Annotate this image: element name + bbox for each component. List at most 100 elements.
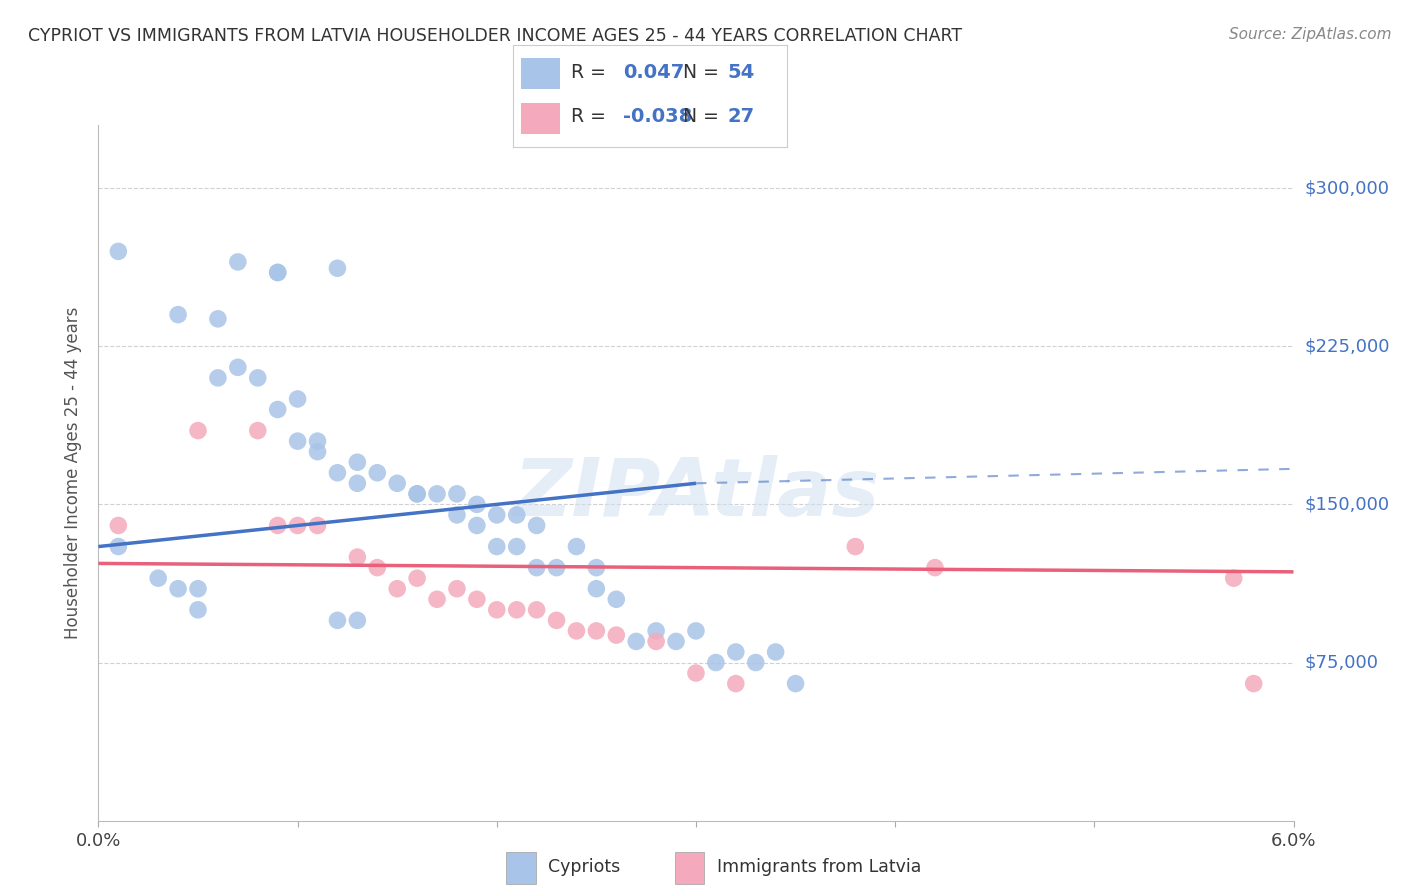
Point <box>187 424 209 438</box>
Text: ZIPAtlas: ZIPAtlas <box>513 455 879 533</box>
Point <box>844 540 866 554</box>
Point <box>585 560 607 574</box>
Point <box>406 487 429 501</box>
Point <box>704 656 727 670</box>
Text: $75,000: $75,000 <box>1305 654 1379 672</box>
Point <box>765 645 787 659</box>
Point <box>107 540 129 554</box>
Point <box>366 560 388 574</box>
Point <box>645 634 668 648</box>
Point <box>307 518 329 533</box>
Point <box>585 582 607 596</box>
Point <box>546 560 568 574</box>
Point <box>148 571 170 585</box>
Text: 54: 54 <box>727 63 754 82</box>
Text: N =: N = <box>683 63 718 82</box>
Point <box>167 308 190 322</box>
Point <box>724 676 747 690</box>
FancyBboxPatch shape <box>522 58 560 88</box>
Point <box>366 466 388 480</box>
Point <box>287 434 309 449</box>
Point <box>346 550 368 565</box>
Point <box>107 518 129 533</box>
Point <box>1243 676 1265 690</box>
Point <box>326 466 349 480</box>
Point <box>446 508 468 522</box>
Point <box>506 603 529 617</box>
Point <box>385 476 409 491</box>
Point <box>107 244 129 259</box>
Point <box>465 592 488 607</box>
Text: 27: 27 <box>727 107 754 126</box>
Point <box>246 424 269 438</box>
Point <box>426 487 449 501</box>
Point <box>426 592 449 607</box>
Point <box>267 265 290 279</box>
Text: Cypriots: Cypriots <box>548 858 620 877</box>
Point <box>605 628 627 642</box>
Point <box>406 487 429 501</box>
Point <box>685 624 707 638</box>
Point <box>187 603 209 617</box>
Point <box>924 560 946 574</box>
FancyBboxPatch shape <box>522 103 560 134</box>
Y-axis label: Householder Income Ages 25 - 44 years: Householder Income Ages 25 - 44 years <box>65 307 83 639</box>
Point <box>506 540 529 554</box>
Point <box>526 518 548 533</box>
Point <box>346 455 368 469</box>
Point <box>187 582 209 596</box>
Point <box>585 624 607 638</box>
Text: Source: ZipAtlas.com: Source: ZipAtlas.com <box>1229 27 1392 42</box>
Text: Immigrants from Latvia: Immigrants from Latvia <box>717 858 921 877</box>
Point <box>307 444 329 458</box>
Text: $225,000: $225,000 <box>1305 337 1391 355</box>
FancyBboxPatch shape <box>675 852 704 883</box>
Point <box>346 476 368 491</box>
Point <box>685 666 707 681</box>
Point <box>605 592 627 607</box>
Point <box>307 434 329 449</box>
Point <box>267 402 290 417</box>
Point <box>526 560 548 574</box>
Point <box>287 392 309 406</box>
Point <box>267 265 290 279</box>
Point <box>1223 571 1246 585</box>
Point <box>465 518 488 533</box>
Point <box>446 487 468 501</box>
Text: R =: R = <box>571 107 606 126</box>
Point <box>167 582 190 596</box>
Text: -0.038: -0.038 <box>623 107 692 126</box>
Point <box>624 634 647 648</box>
Point <box>745 656 768 670</box>
Point <box>226 360 249 375</box>
Point <box>485 508 508 522</box>
Point <box>207 371 229 385</box>
Text: 0.047: 0.047 <box>623 63 685 82</box>
Text: CYPRIOT VS IMMIGRANTS FROM LATVIA HOUSEHOLDER INCOME AGES 25 - 44 YEARS CORRELAT: CYPRIOT VS IMMIGRANTS FROM LATVIA HOUSEH… <box>28 27 962 45</box>
Point <box>267 518 290 533</box>
Point <box>485 603 508 617</box>
Point <box>226 255 249 269</box>
Point <box>346 613 368 627</box>
Text: $300,000: $300,000 <box>1305 179 1389 197</box>
Point <box>506 508 529 522</box>
Point <box>565 540 588 554</box>
Point <box>446 582 468 596</box>
FancyBboxPatch shape <box>506 852 536 883</box>
Point <box>724 645 747 659</box>
Point <box>287 518 309 533</box>
Point <box>485 540 508 554</box>
Text: R =: R = <box>571 63 606 82</box>
Point <box>645 624 668 638</box>
Text: N =: N = <box>683 107 718 126</box>
Point <box>385 582 409 596</box>
Point <box>526 603 548 617</box>
Point <box>565 624 588 638</box>
Text: $150,000: $150,000 <box>1305 495 1389 514</box>
Point <box>406 571 429 585</box>
Point <box>465 497 488 511</box>
Point <box>326 261 349 276</box>
Point <box>665 634 688 648</box>
Point <box>326 613 349 627</box>
Point <box>785 676 807 690</box>
